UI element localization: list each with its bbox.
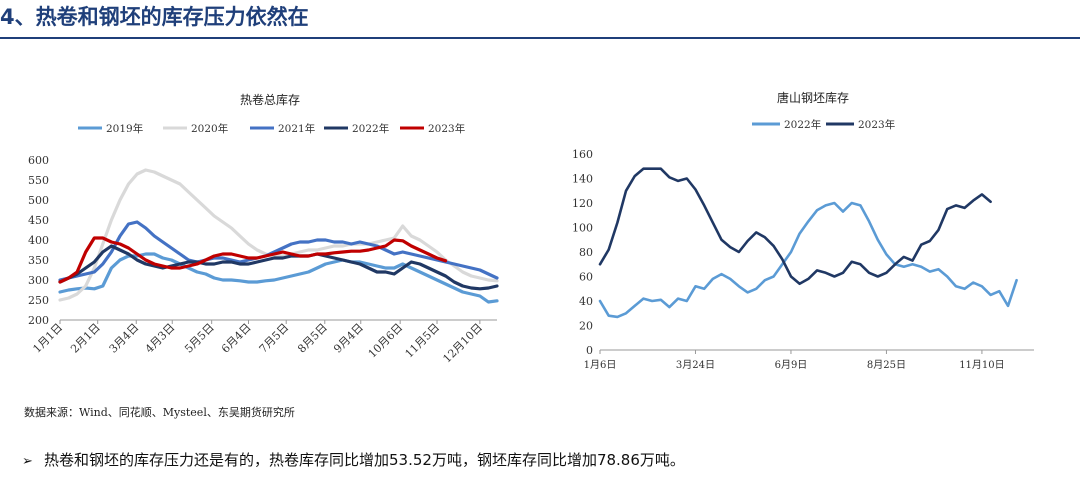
x-tick-label: 10月6日 bbox=[366, 321, 406, 361]
y-tick-label: 140 bbox=[572, 173, 593, 186]
legend-label-2019年: 2019年 bbox=[106, 122, 143, 135]
legend-label-2023年: 2023年 bbox=[858, 118, 895, 131]
series-line-2021年 bbox=[58, 220, 499, 282]
y-tick-label: 0 bbox=[586, 344, 593, 357]
y-tick-label: 20 bbox=[579, 320, 593, 333]
x-tick-label: 8月25日 bbox=[867, 359, 906, 371]
summary-bullet: ➢ 热卷和钢坯的库存压力还是有的，热卷库存同比增加53.52万吨，钢坯库存同比增加… bbox=[22, 449, 685, 470]
y-tick-label: 400 bbox=[28, 234, 49, 247]
legend-label-2021年: 2021年 bbox=[278, 122, 315, 135]
x-tick-label: 12月10日 bbox=[440, 321, 485, 366]
series-line-2023年 bbox=[598, 167, 992, 286]
y-tick-label: 450 bbox=[28, 214, 49, 227]
x-tick-label: 9月4日 bbox=[331, 321, 366, 356]
series-line-2022年 bbox=[58, 244, 499, 291]
y-tick-label: 500 bbox=[28, 194, 49, 207]
x-tick-label: 5月5日 bbox=[182, 321, 217, 356]
y-tick-label: 600 bbox=[28, 154, 49, 167]
x-tick-label: 7月5日 bbox=[257, 321, 292, 356]
data-source-note: 数据来源：Wind、同花顺、Mysteel、东吴期货研究所 bbox=[24, 406, 295, 419]
title-divider bbox=[0, 37, 1080, 39]
y-tick-label: 300 bbox=[28, 274, 49, 287]
summary-text: 热卷和钢坯的库存压力还是有的，热卷库存同比增加53.52万吨，钢坯库存同比增加7… bbox=[44, 451, 685, 469]
arrow-bullet-icon: ➢ bbox=[22, 454, 33, 469]
slide-title: 4、热卷和钢坯的库存压力依然在 bbox=[0, 5, 309, 29]
legend-label-2023年: 2023年 bbox=[428, 122, 465, 135]
legend-label-2020年: 2020年 bbox=[191, 122, 228, 135]
hot-coil-chart-title: 热卷总库存 bbox=[240, 92, 300, 107]
x-tick-label: 3月4日 bbox=[107, 321, 142, 356]
legend-label-2022年: 2022年 bbox=[784, 118, 821, 131]
series-line-2020年 bbox=[58, 168, 499, 302]
x-tick-label: 8月5日 bbox=[295, 321, 330, 356]
y-tick-label: 60 bbox=[579, 271, 593, 284]
x-tick-label: 11月5日 bbox=[403, 321, 443, 361]
y-tick-label: 200 bbox=[28, 314, 49, 327]
y-tick-label: 120 bbox=[572, 197, 593, 210]
x-tick-label: 6月4日 bbox=[219, 321, 254, 356]
x-tick-label: 3月24日 bbox=[676, 359, 715, 371]
y-tick-label: 160 bbox=[572, 148, 593, 161]
y-tick-label: 250 bbox=[28, 294, 49, 307]
y-tick-label: 350 bbox=[28, 254, 49, 267]
billet-chart-title: 唐山钢坯库存 bbox=[777, 90, 849, 105]
legend-label-2022年: 2022年 bbox=[352, 122, 389, 135]
x-tick-label: 11月10日 bbox=[959, 359, 1004, 371]
y-tick-label: 40 bbox=[579, 295, 593, 308]
hot-coil-inventory-chart: 热卷总库存 2019年 2020年 2021年 2022年 2023年 600 550 500 4… bbox=[28, 92, 499, 366]
y-tick-label: 80 bbox=[579, 246, 593, 259]
y-tick-label: 100 bbox=[572, 222, 593, 235]
x-tick-label: 1月6日 bbox=[584, 359, 617, 371]
x-tick-label: 4月3日 bbox=[143, 321, 178, 356]
x-tick-label: 2月1日 bbox=[68, 321, 103, 356]
series-line-2023年 bbox=[58, 236, 448, 284]
y-tick-label: 550 bbox=[28, 174, 49, 187]
x-tick-label: 6月9日 bbox=[775, 359, 808, 371]
tangshan-billet-inventory-chart: 唐山钢坯库存 2022年 2023年 0 20 40 60 80 100 120 140 160 1月6… bbox=[572, 90, 1034, 371]
series-line-2019年 bbox=[58, 252, 499, 304]
series-line-2022年 bbox=[598, 201, 1018, 319]
